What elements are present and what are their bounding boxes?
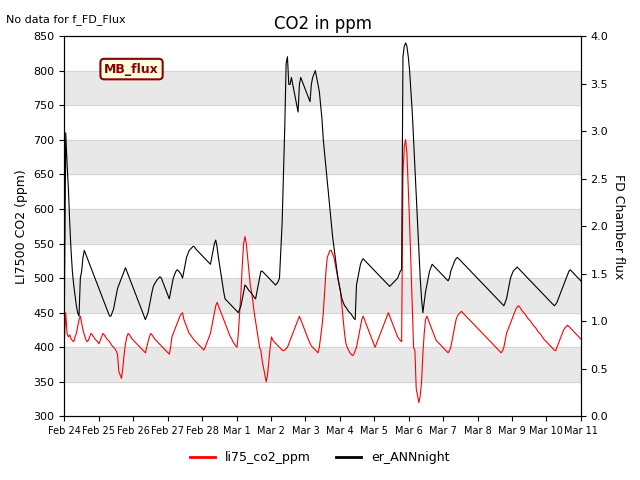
Y-axis label: LI7500 CO2 (ppm): LI7500 CO2 (ppm) [15,169,28,284]
Title: CO2 in ppm: CO2 in ppm [274,15,372,33]
Bar [65,278,581,312]
Bar [65,140,581,174]
Bar [65,71,581,105]
Text: MB_flux: MB_flux [104,62,159,75]
Legend: li75_co2_ppm, er_ANNnight: li75_co2_ppm, er_ANNnight [186,446,454,469]
Bar [65,348,581,382]
Bar [65,209,581,243]
Y-axis label: FD Chamber flux: FD Chamber flux [612,174,625,279]
Text: No data for f_FD_Flux: No data for f_FD_Flux [6,14,126,25]
